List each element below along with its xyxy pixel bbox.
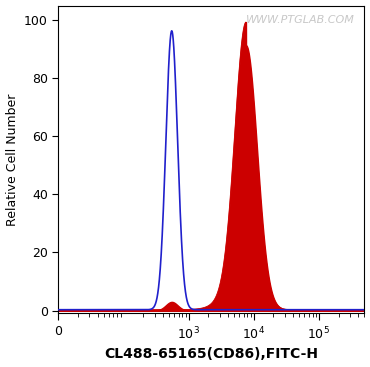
Text: WWW.PTGLAB.COM: WWW.PTGLAB.COM (246, 15, 355, 25)
Y-axis label: Relative Cell Number: Relative Cell Number (6, 93, 18, 226)
X-axis label: CL488-65165(CD86),FITC-H: CL488-65165(CD86),FITC-H (104, 348, 319, 361)
